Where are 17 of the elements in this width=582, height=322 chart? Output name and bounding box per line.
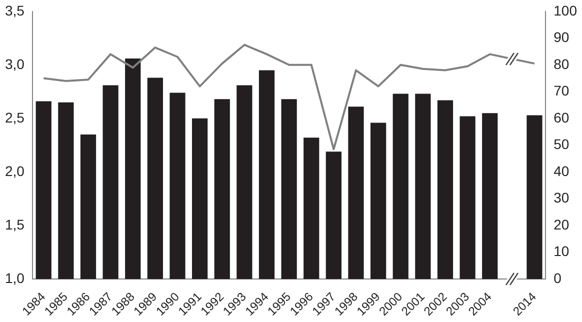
y2-tick-label: 50 (554, 136, 570, 152)
y2-tick-label: 60 (554, 109, 570, 126)
y2-tick-label: 80 (554, 56, 570, 72)
y2-tick-label: 30 (554, 190, 570, 206)
y2-tick-label: 100 (554, 2, 578, 18)
y-tick-label: 3,5 (4, 2, 25, 18)
y2-tick-label: 40 (554, 162, 570, 179)
y-tick-label: 1,5 (4, 216, 25, 232)
y2-tick-label: 90 (554, 29, 570, 46)
y2-tick-label: 20 (554, 216, 570, 232)
y-tick-label: 3,0 (4, 56, 25, 72)
y-tick-label: 1,0 (4, 270, 25, 286)
y-tick-label: 2,0 (4, 162, 25, 179)
y-tick-label: 2,5 (4, 109, 25, 126)
y2-tick-label: 10 (554, 243, 570, 260)
y2-tick-label: 70 (554, 82, 570, 99)
y2-tick-label: 0 (554, 270, 562, 286)
